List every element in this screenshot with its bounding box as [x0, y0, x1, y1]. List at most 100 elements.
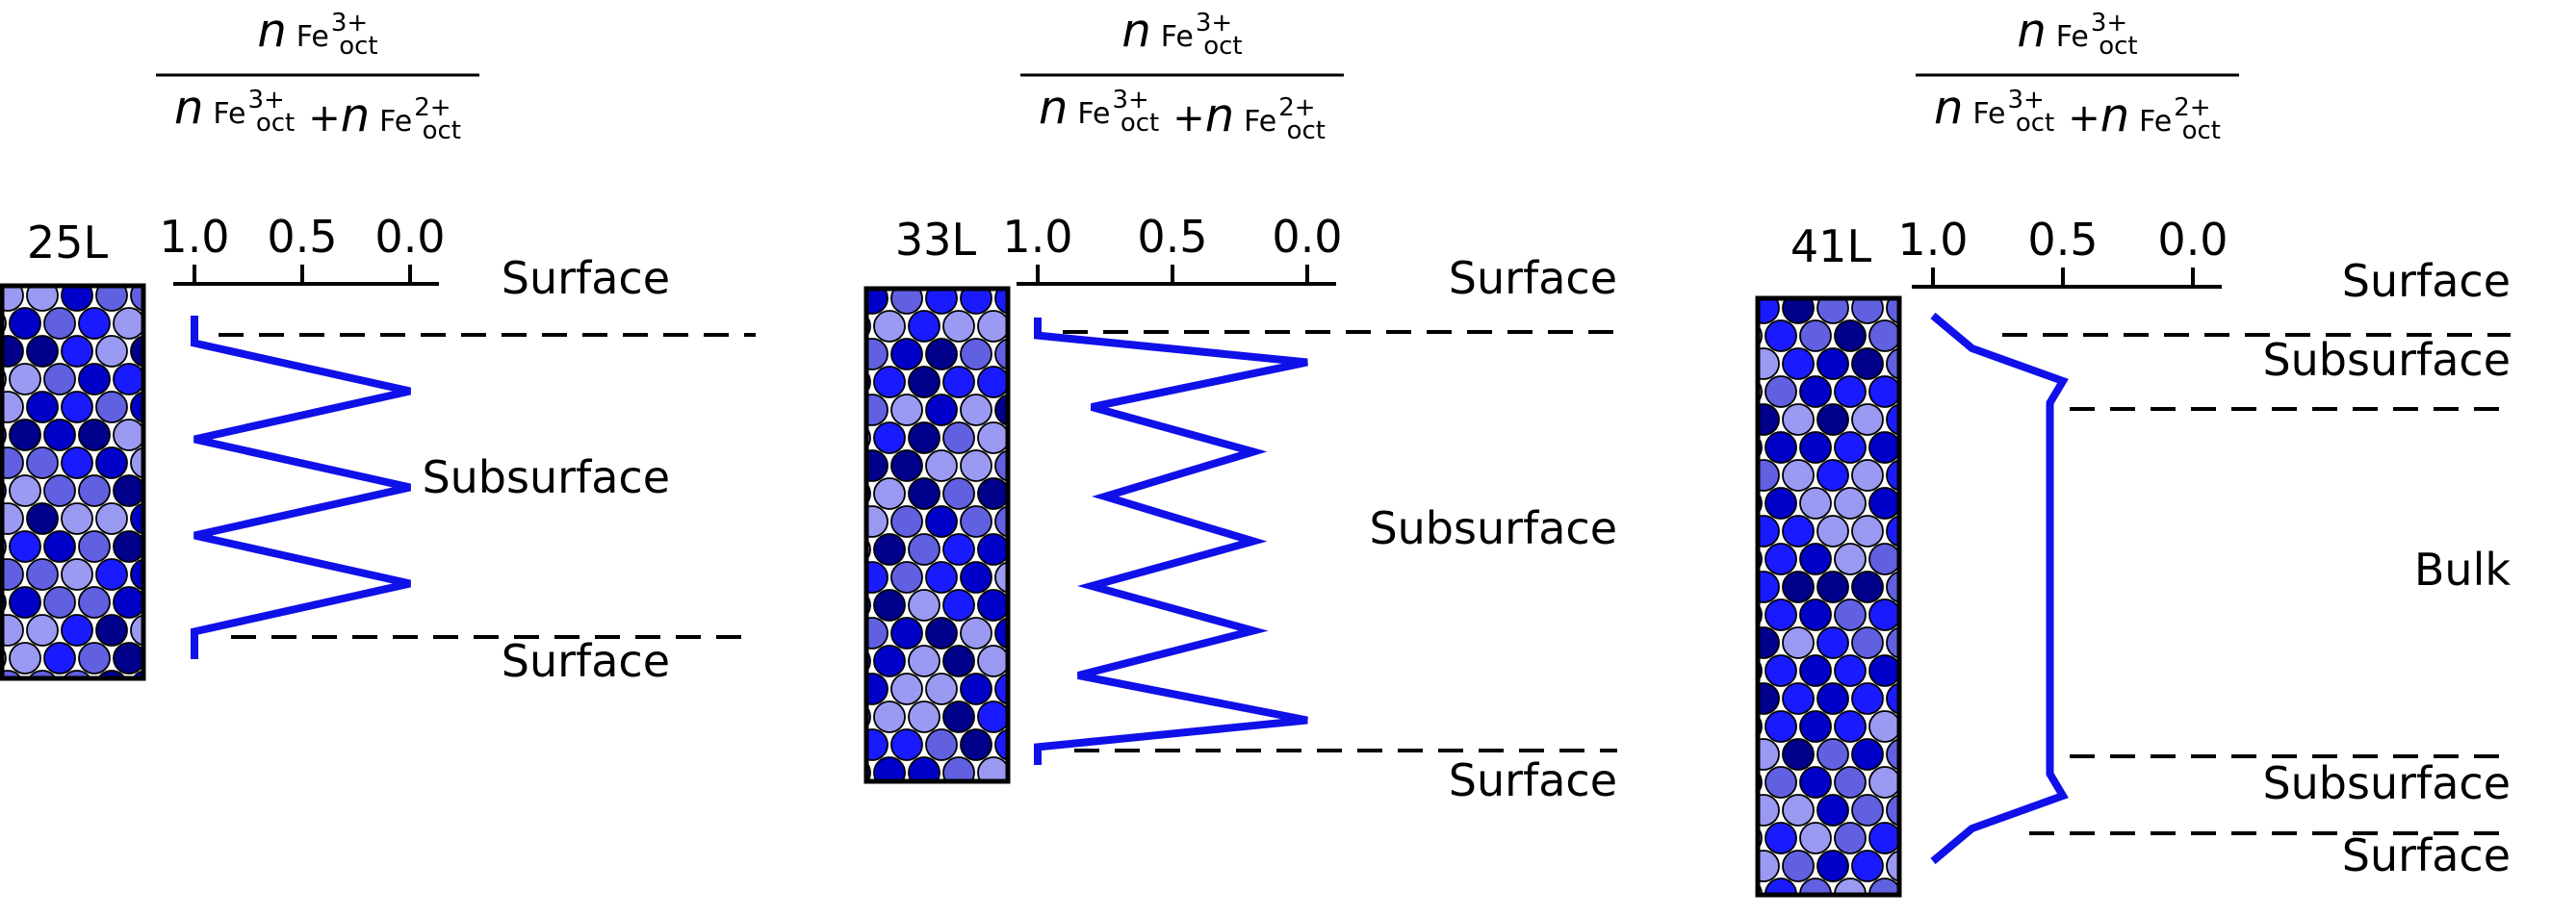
fraction-denominator: n Fe3+ oct +n Fe2+ oct: [1039, 81, 1326, 145]
atom: [890, 394, 923, 426]
atom: [1904, 823, 1935, 853]
panel-25L: n Fe3+ oct n Fe3+ oct +n Fe2+ oct 25L 1.0 0.5 0.0 Sur…: [0, 4, 756, 729]
atom: [95, 335, 128, 368]
atom: [960, 338, 992, 370]
atom: [1886, 682, 1899, 715]
atom: [942, 700, 975, 733]
atom: [1868, 599, 1899, 631]
atom: [866, 449, 889, 482]
atom: [1904, 711, 1935, 742]
panel-41L: n Fe3+ oct n Fe3+ oct +n Fe2+ oct 41L 1.0 0.5 0.0 Sur…: [1713, 4, 2511, 917]
atom: [960, 449, 992, 482]
atom: [1047, 422, 1078, 453]
region-label-bulk: Bulk: [2414, 544, 2511, 596]
atom: [132, 670, 143, 678]
atom: [977, 310, 1008, 343]
atom: [977, 589, 1008, 622]
atom: [1816, 682, 1849, 715]
atom: [1886, 738, 1899, 771]
x-tick-label: 0.5: [267, 211, 337, 263]
atom: [0, 699, 6, 729]
atom: [925, 561, 958, 594]
atom: [1921, 795, 1952, 826]
atom: [1869, 265, 1900, 295]
x-tick-label: 0.0: [374, 211, 445, 263]
atom: [1868, 543, 1899, 575]
region-label-surface: Surface: [502, 635, 670, 687]
atom: [1758, 794, 1780, 827]
fraction-numerator: n Fe3+ oct: [257, 4, 377, 61]
atom: [130, 502, 143, 535]
atom: [26, 391, 59, 423]
region-label-surface: Surface: [1449, 754, 1617, 806]
atom: [995, 785, 1026, 816]
atom: [1886, 298, 1899, 324]
atom: [2, 614, 24, 647]
region-label-subsurface: Subsurface: [2262, 334, 2511, 386]
atom: [1921, 348, 1952, 379]
atom: [1834, 487, 1867, 520]
atom: [114, 252, 144, 283]
atom: [113, 307, 143, 340]
atom: [130, 286, 143, 312]
atom: [866, 617, 889, 650]
atom: [1834, 375, 1867, 408]
atom: [890, 338, 923, 370]
slab-atoms: [1713, 265, 1952, 917]
atom: [873, 310, 906, 343]
atom: [1834, 431, 1867, 464]
atom: [1886, 794, 1899, 827]
atom: [1921, 404, 1952, 435]
atom: [2, 286, 24, 312]
atom: [908, 310, 940, 343]
atom: [1904, 544, 1935, 574]
atom: [1782, 626, 1815, 659]
atom: [26, 502, 59, 535]
slab-frame: [1755, 295, 1902, 898]
atom: [9, 642, 41, 675]
atom: [1816, 571, 1849, 603]
fraction-numerator: n Fe3+ oct: [1121, 4, 1242, 61]
atom: [1748, 906, 1779, 917]
atom: [1030, 395, 1061, 425]
slab-atoms: [866, 289, 1078, 816]
atom: [43, 307, 76, 340]
atom: [1887, 906, 1918, 917]
atom: [1013, 701, 1043, 732]
atom: [925, 289, 958, 315]
atom: [994, 394, 1008, 426]
atom: [43, 530, 76, 563]
atom: [78, 530, 111, 563]
atom: [890, 505, 923, 538]
atom: [925, 338, 958, 370]
atom: [994, 617, 1008, 650]
atom: [1799, 431, 1832, 464]
atom: [2, 558, 24, 591]
atom: [1713, 348, 1744, 379]
atom: [1799, 599, 1832, 631]
atom: [61, 286, 93, 312]
atom: [890, 289, 923, 315]
atom: [78, 474, 111, 507]
atom: [1782, 403, 1815, 436]
atom: [9, 474, 41, 507]
atom: [1765, 319, 1797, 352]
atom: [95, 614, 128, 647]
region-label-surface: Surface: [1449, 252, 1617, 304]
atom: [78, 642, 111, 675]
atom: [960, 673, 992, 705]
atom: [1868, 654, 1899, 687]
atom: [183, 587, 214, 618]
atom: [1799, 487, 1832, 520]
atom: [148, 308, 179, 339]
atom: [1713, 572, 1744, 602]
atom: [942, 366, 975, 398]
fraction-numerator: n Fe3+ oct: [2017, 4, 2137, 61]
atom: [1904, 655, 1935, 686]
atom: [925, 728, 958, 761]
atom: [1030, 562, 1061, 593]
atom: [1851, 459, 1884, 492]
atom: [148, 643, 179, 674]
atom: [113, 530, 143, 563]
atom: [1713, 404, 1744, 435]
